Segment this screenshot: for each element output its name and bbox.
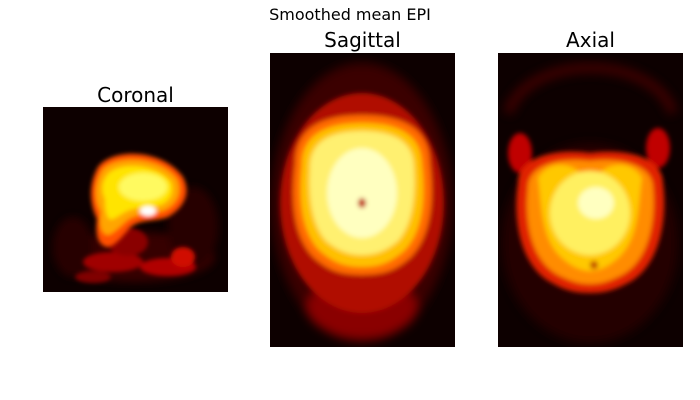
sagittal-slice-graphic: [270, 53, 455, 347]
sagittal-panel-title: Sagittal: [324, 28, 401, 52]
axial-slice-graphic: [498, 53, 683, 347]
coronal-panel-title: Coronal: [97, 83, 174, 107]
sagittal-brain-slice-image: [270, 53, 455, 347]
coronal-brain-slice-image: [43, 107, 228, 292]
axial-panel-title: Axial: [566, 28, 615, 52]
coronal-slice-graphic: [43, 107, 228, 292]
figure-title: Smoothed mean EPI: [269, 5, 431, 24]
axial-brain-slice-image: [498, 53, 683, 347]
